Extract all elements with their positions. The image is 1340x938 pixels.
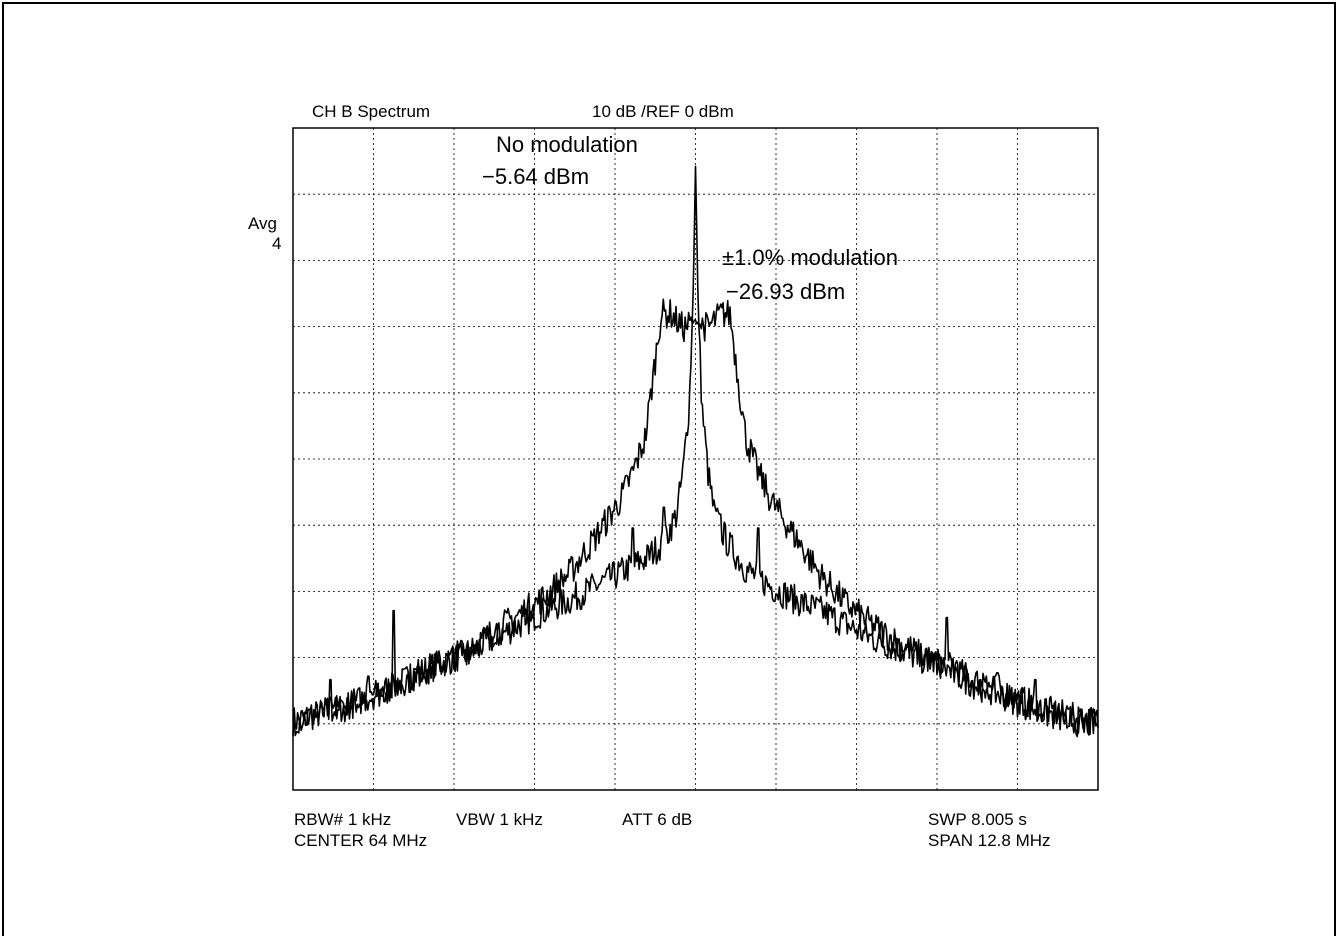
att-label: ATT 6 dB [622, 810, 693, 829]
swp-label: SWP 8.005 s [928, 810, 1027, 829]
avg-count: 4 [272, 234, 282, 253]
scale-ref-label: 10 dB /REF 0 dBm [592, 102, 734, 121]
vbw-label: VBW 1 kHz [456, 810, 543, 829]
trace-unmodulated [292, 165, 1099, 737]
annotation-modulated-value: −26.93 dBm [726, 279, 846, 304]
plot-area [292, 127, 1099, 791]
annotation-unmodulated-value: −5.64 dBm [482, 164, 590, 189]
trace-modulated [292, 298, 1099, 738]
traces [292, 165, 1099, 738]
span-label: SPAN 12.8 MHz [928, 831, 1051, 850]
annotation-unmodulated-label: No modulation [496, 132, 638, 157]
avg-label: Avg [248, 214, 277, 233]
channel-title: CH B Spectrum [312, 102, 431, 121]
rbw-label: RBW# 1 kHz [294, 810, 392, 829]
center-label: CENTER 64 MHz [294, 831, 428, 850]
annotation-modulated-label: ±1.0% modulation [722, 245, 898, 270]
grid [293, 128, 1098, 790]
